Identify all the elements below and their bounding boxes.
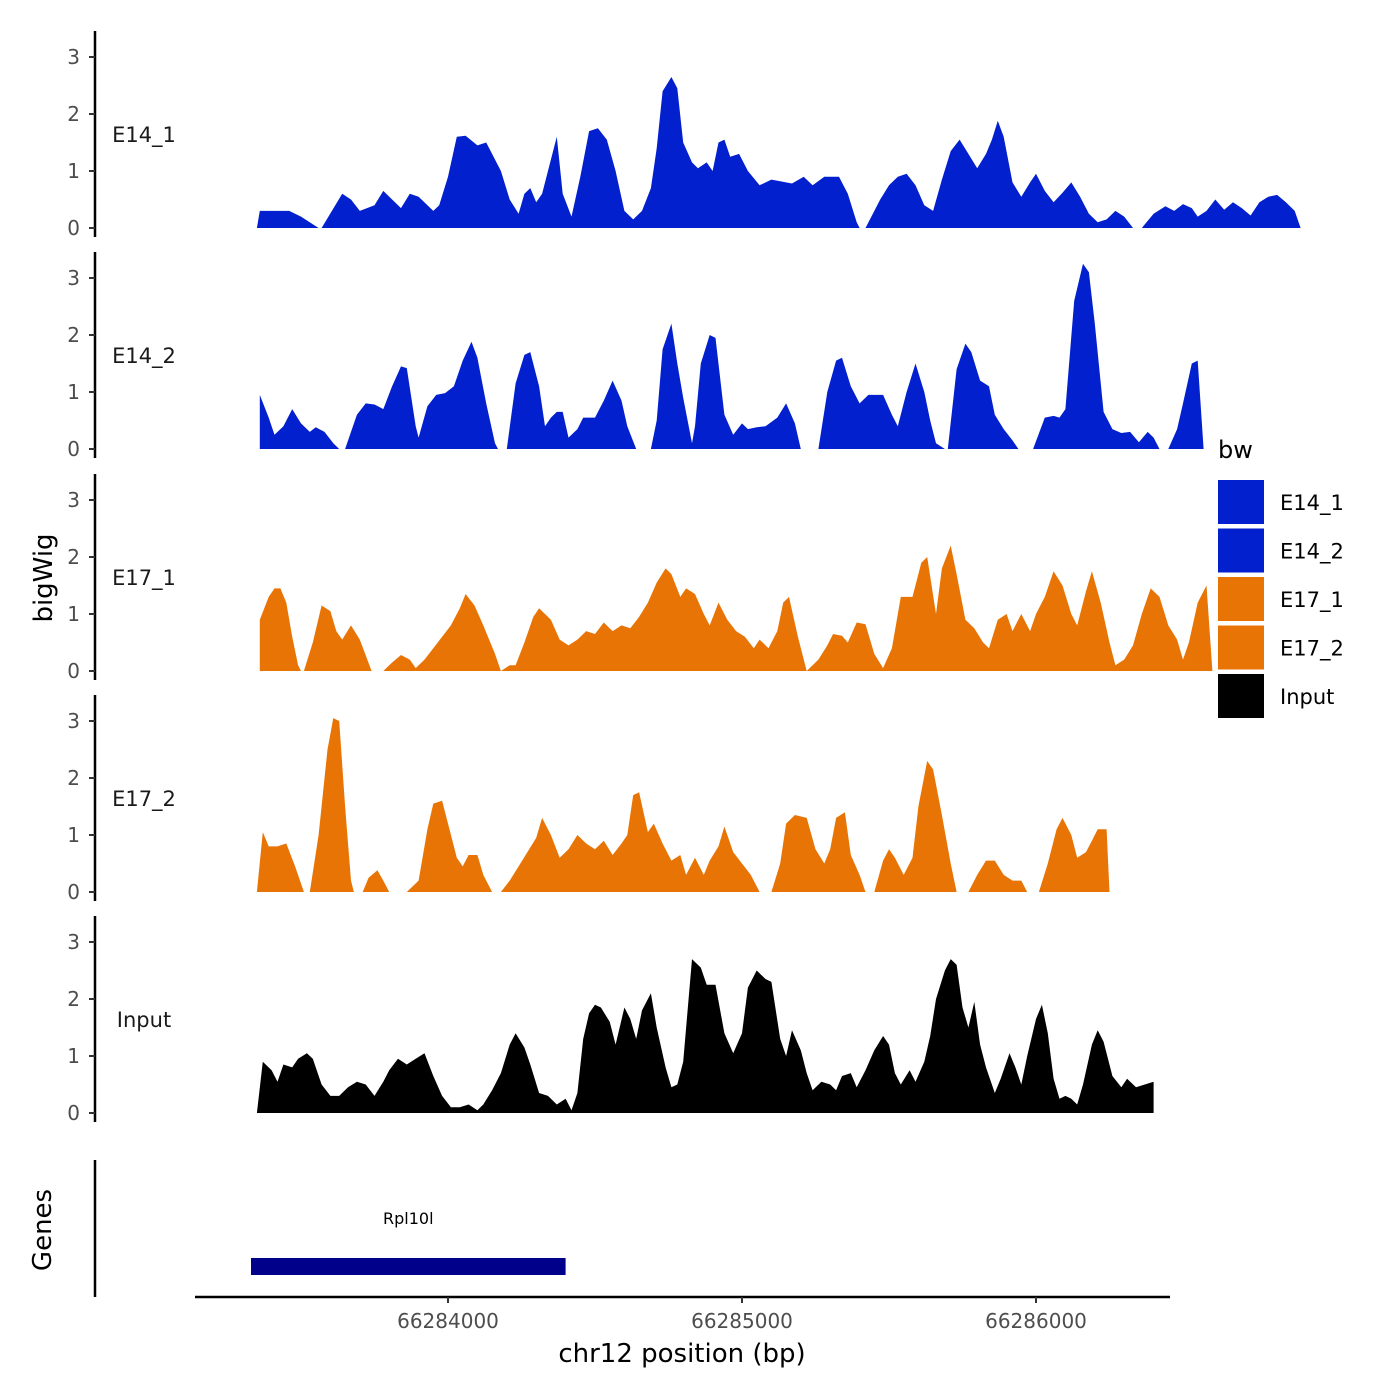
x-tick-label: 66284000 xyxy=(397,1309,499,1333)
y-tick-label: 1 xyxy=(67,159,80,183)
track-label: E14_2 xyxy=(112,344,176,369)
y-tick-label: 1 xyxy=(67,823,80,847)
legend-label: E14_2 xyxy=(1280,540,1344,565)
y-tick-label: 0 xyxy=(67,437,80,461)
legend-swatch xyxy=(1218,674,1264,718)
y-tick-label: 2 xyxy=(67,323,80,347)
y-tick-label: 0 xyxy=(67,1101,80,1125)
y-tick-label: 3 xyxy=(67,488,80,512)
gene-track: Genes Rpl10l xyxy=(28,1160,566,1297)
y-tick-label: 1 xyxy=(67,380,80,404)
coverage-area-e14-1 xyxy=(256,77,1301,228)
legend-item: E14_2 xyxy=(1218,528,1344,573)
legend-swatch xyxy=(1218,625,1264,670)
y-tick-label: 1 xyxy=(67,602,80,626)
track-e14-1: 0 1 2 3 E14_1 xyxy=(67,31,1301,240)
legend-item: E17_2 xyxy=(1218,625,1344,670)
track-e14-2: 0 1 2 3 E14_2 xyxy=(67,252,1204,461)
y-tick-label: 3 xyxy=(67,930,80,954)
y-tick-label: 2 xyxy=(67,102,80,126)
coverage-area-input xyxy=(256,959,1154,1113)
x-tick-label: 66286000 xyxy=(985,1309,1087,1333)
y-tick-label: 2 xyxy=(67,766,80,790)
x-axis-title: chr12 position (bp) xyxy=(558,1339,805,1369)
legend-label: Input xyxy=(1280,685,1334,709)
coverage-area-e17-2 xyxy=(256,718,1110,892)
legend-item: E14_1 xyxy=(1218,480,1344,524)
y-tick-label: 0 xyxy=(67,880,80,904)
y-tick-label: 2 xyxy=(67,987,80,1011)
legend-swatch xyxy=(1218,480,1264,524)
y-tick-label: 3 xyxy=(67,45,80,69)
gene-body xyxy=(251,1258,566,1275)
coverage-area-e17-1 xyxy=(259,545,1213,671)
y-tick-label: 0 xyxy=(67,216,80,240)
tracks-layer: 0 1 2 3 E14_1 0 1 2 3 E14_2 0 1 2 3 E17_1 0 1 2 3 E17_2 0 1 2 3… xyxy=(67,31,1301,1125)
gene-label: Rpl10l xyxy=(383,1209,434,1228)
track-e17-1: 0 1 2 3 E17_1 xyxy=(67,474,1213,683)
y-axis-title: bigWig xyxy=(29,533,59,622)
legend-swatch xyxy=(1218,577,1264,621)
legend-label: E17_2 xyxy=(1280,637,1344,662)
y-tick-label: 0 xyxy=(67,659,80,683)
x-axis: chr12 position (bp) 66284000 66285000 6628… xyxy=(195,1295,1170,1369)
track-label: Input xyxy=(117,1008,171,1032)
track-label: E17_2 xyxy=(112,787,176,812)
legend-item: Input xyxy=(1218,674,1334,718)
track-label: E17_1 xyxy=(112,566,176,591)
legend-label: E14_1 xyxy=(1280,491,1344,516)
x-tick-label: 66285000 xyxy=(691,1309,793,1333)
track-label: E14_1 xyxy=(112,123,176,148)
track-e17-2: 0 1 2 3 E17_2 xyxy=(67,695,1110,904)
track-input: 0 1 2 3 Input xyxy=(67,916,1154,1125)
y-tick-label: 3 xyxy=(67,709,80,733)
coverage-area-e14-2 xyxy=(259,263,1204,449)
legend-title: bw xyxy=(1218,436,1253,464)
y-tick-label: 3 xyxy=(67,266,80,290)
legend-label: E17_1 xyxy=(1280,588,1344,613)
y-tick-label: 2 xyxy=(67,545,80,569)
y-tick-label: 1 xyxy=(67,1044,80,1068)
legend: bw E14_1 E14_2 E17_1 E17_2 Input xyxy=(1218,436,1344,718)
legend-swatch xyxy=(1218,528,1264,573)
legend-item: E17_1 xyxy=(1218,577,1344,621)
gene-track-label: Genes xyxy=(28,1189,58,1271)
